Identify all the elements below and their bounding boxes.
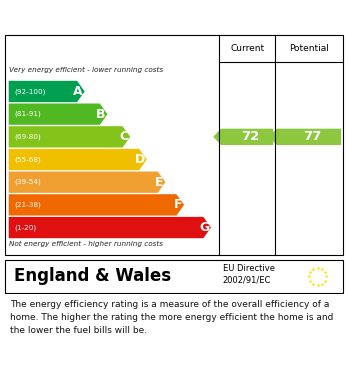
Text: (55-68): (55-68) xyxy=(14,156,41,163)
Text: 77: 77 xyxy=(303,130,322,143)
Text: A: A xyxy=(73,85,83,98)
Polygon shape xyxy=(9,172,165,193)
Polygon shape xyxy=(213,129,273,145)
Text: F: F xyxy=(174,198,182,212)
Polygon shape xyxy=(269,129,341,145)
Text: (21-38): (21-38) xyxy=(14,202,41,208)
Text: C: C xyxy=(119,130,128,143)
Text: G: G xyxy=(199,221,209,234)
Text: B: B xyxy=(96,108,106,121)
Polygon shape xyxy=(9,194,184,215)
Polygon shape xyxy=(9,126,130,147)
Text: EU Directive
2002/91/EC: EU Directive 2002/91/EC xyxy=(223,264,275,285)
Text: Energy Efficiency Rating: Energy Efficiency Rating xyxy=(10,9,220,23)
Text: The energy efficiency rating is a measure of the overall efficiency of a home. T: The energy efficiency rating is a measur… xyxy=(10,300,334,335)
Text: 72: 72 xyxy=(242,130,260,143)
Text: E: E xyxy=(155,176,164,189)
Text: Potential: Potential xyxy=(289,44,329,53)
Text: (69-80): (69-80) xyxy=(14,134,41,140)
Polygon shape xyxy=(9,81,85,102)
Text: D: D xyxy=(135,153,145,166)
Text: Not energy efficient - higher running costs: Not energy efficient - higher running co… xyxy=(9,241,163,247)
Polygon shape xyxy=(9,217,211,238)
Text: (1-20): (1-20) xyxy=(14,224,36,231)
Polygon shape xyxy=(9,104,108,125)
Text: Very energy efficient - lower running costs: Very energy efficient - lower running co… xyxy=(9,67,163,74)
Text: (81-91): (81-91) xyxy=(14,111,41,117)
Text: England & Wales: England & Wales xyxy=(14,267,171,285)
Text: Current: Current xyxy=(230,44,264,53)
Text: (39-54): (39-54) xyxy=(14,179,41,185)
Text: (92-100): (92-100) xyxy=(14,88,45,95)
Polygon shape xyxy=(9,149,147,170)
